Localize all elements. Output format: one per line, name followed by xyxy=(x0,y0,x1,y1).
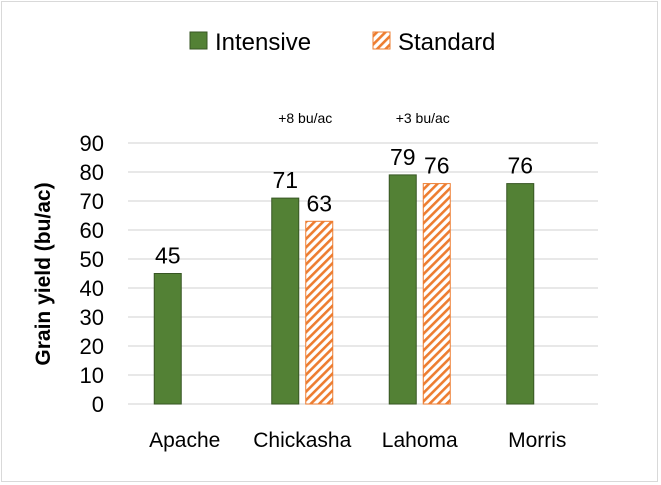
legend-label-standard: Standard xyxy=(398,29,495,56)
x-tick-label: Apache xyxy=(149,429,220,452)
bar-intensive-apache xyxy=(153,273,182,405)
bar-intensive-chickasha xyxy=(271,197,300,405)
y-tick-label: 30 xyxy=(80,305,104,330)
y-tick-label: 0 xyxy=(92,392,104,417)
x-tick-label: Lahoma xyxy=(382,429,458,452)
data-label: 76 xyxy=(507,153,533,179)
difference-annotation: +8 bu/ac xyxy=(278,110,332,126)
y-tick-label: 60 xyxy=(80,218,104,243)
y-tick-label: 10 xyxy=(80,363,104,388)
data-label: 45 xyxy=(155,243,181,269)
x-tick-label: Morris xyxy=(508,429,566,452)
data-label: 79 xyxy=(390,144,416,170)
legend-swatch-standard xyxy=(372,31,391,50)
y-tick-label: 20 xyxy=(80,334,104,359)
bar-intensive-lahoma xyxy=(388,174,417,405)
legend-label-intensive: Intensive xyxy=(215,29,311,56)
difference-annotation: +3 bu/ac xyxy=(396,110,450,126)
legend-swatch-intensive xyxy=(189,31,208,50)
data-label: 76 xyxy=(424,153,450,179)
y-tick-label: 80 xyxy=(80,160,104,185)
y-tick-label: 70 xyxy=(80,189,104,214)
legend: Intensive Standard xyxy=(189,29,495,56)
y-tick-label: 40 xyxy=(80,276,104,301)
data-label: 71 xyxy=(272,167,298,193)
data-label: 63 xyxy=(306,190,332,216)
bar-intensive-morris xyxy=(506,183,535,405)
y-tick-label: 50 xyxy=(80,247,104,272)
x-tick-label: Chickasha xyxy=(253,429,351,452)
y-axis-title: Grain yield (bu/ac) xyxy=(32,182,55,365)
bar-standard-chickasha xyxy=(305,220,334,405)
bar-standard-lahoma xyxy=(422,183,451,405)
y-tick-label: 90 xyxy=(80,131,104,156)
